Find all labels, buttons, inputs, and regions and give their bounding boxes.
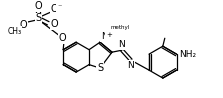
- Text: O: O: [58, 33, 66, 43]
- Text: N: N: [101, 32, 108, 41]
- Text: N: N: [128, 61, 134, 70]
- Text: N: N: [119, 40, 125, 49]
- Text: +: +: [106, 32, 112, 38]
- Text: CH₃: CH₃: [7, 27, 21, 36]
- Text: O: O: [35, 1, 42, 11]
- Text: NH₂: NH₂: [180, 50, 197, 59]
- Text: O: O: [50, 19, 58, 29]
- Text: ⁻: ⁻: [57, 2, 61, 11]
- Text: O: O: [50, 4, 58, 14]
- Text: O: O: [20, 20, 27, 30]
- Text: S: S: [35, 13, 41, 23]
- Text: S: S: [35, 13, 41, 23]
- Text: S: S: [97, 63, 103, 73]
- Text: methyl: methyl: [110, 25, 129, 30]
